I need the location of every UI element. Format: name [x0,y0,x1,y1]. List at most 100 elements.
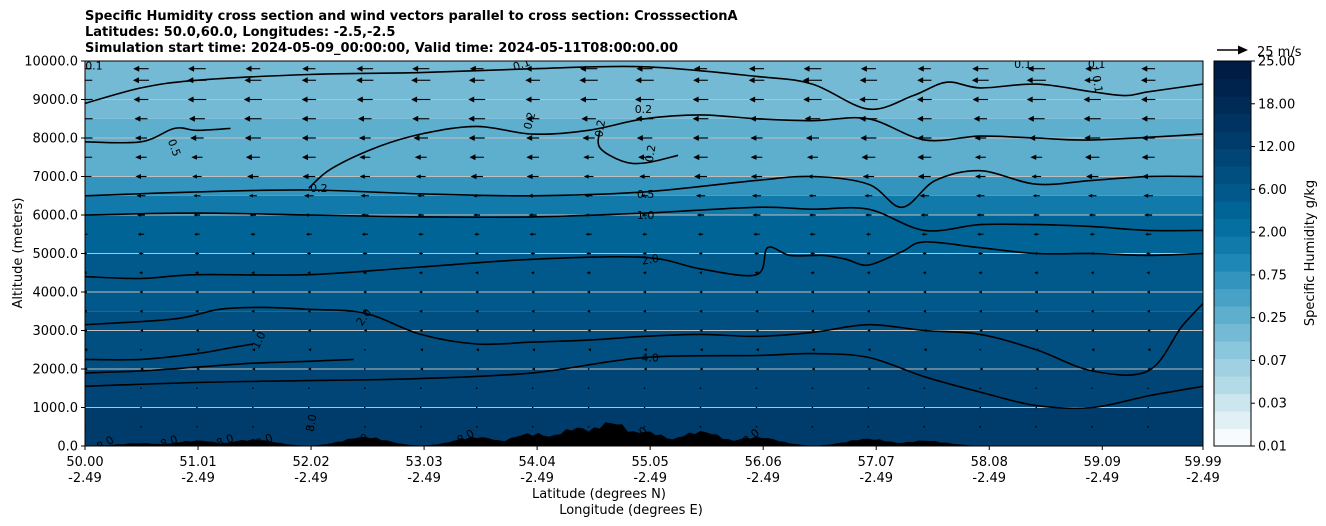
contour-lines [85,65,1203,410]
wind-vector-head [1084,77,1091,84]
wind-vector [531,406,534,409]
wind-vector-head [356,65,363,72]
wind-vector-head [526,173,533,180]
wind-vector [867,426,870,428]
wind-vector-head [1085,65,1092,72]
wind-vector-head [468,77,475,84]
title-line-2: Latitudes: 50.0,60.0, Longitudes: -2.5,-… [85,25,396,40]
wind-vector [755,426,758,428]
x-axis-label-longitude: Longitude (degrees E) [559,503,703,518]
wind-vector-head [692,115,699,122]
wind-vector-head [866,290,870,294]
wind-vector-head [975,174,981,179]
humidity-layer [85,118,1203,177]
wind-vector-head [468,135,475,141]
wind-vector-head [301,135,308,141]
wind-vector-head [976,193,981,198]
wind-vector-head [755,290,759,294]
wind-vector-head [750,174,757,179]
wind-vector-head [525,65,532,72]
wind-vector-head [357,115,364,122]
wind-vector-head [811,348,815,352]
colorbar-tick-label: 12.00 [1258,140,1295,155]
wind-vector-head [752,213,757,217]
wind-vector [1035,426,1037,428]
wind-vector-head [133,96,140,103]
wind-vector-head [363,290,367,294]
x-tick-label-latitude: 58.08 [971,455,1008,470]
humidity-layer [85,195,1203,215]
colorbar-band [1214,218,1251,237]
wind-vector-head [977,232,981,236]
wind-vector-head [195,328,199,333]
contour-line-4 [85,343,254,361]
x-tick-label-latitude: 52.02 [292,455,329,470]
wind-vector-head [584,194,589,198]
wind-vector-head [810,290,814,294]
wind-vector-head [1141,173,1148,180]
wind-vector-head [917,115,924,122]
wind-vector-head [139,271,143,275]
x-tick-label-latitude: 55.05 [632,455,669,470]
wind-vector-head [634,96,641,103]
contour-label: 8.0 [304,413,320,432]
wind-vector [475,426,478,428]
wind-vector-head [587,328,591,333]
wind-vector-head [1090,271,1094,275]
wind-vector-head [474,251,478,256]
y-tick-label: 7000.0 [33,170,79,185]
wind-vector-head [972,96,979,103]
wind-vector-head [470,173,477,180]
wind-vector-head [1140,77,1147,84]
humidity-layer [85,311,1203,369]
wind-vector-head [1141,115,1148,122]
wind-vector-head [78,66,84,72]
wind-vector-head [643,367,647,371]
wind-vector-head [531,309,535,313]
wind-vector-head [1090,251,1094,256]
wind-vector-head [1144,213,1149,217]
x-axis-label-latitude: Latitude (degrees N) [532,487,666,502]
wind-vector-head [807,174,813,179]
wind-vector-head [525,96,532,103]
y-tick-label: 1000.0 [33,401,79,416]
wind-vector-head [636,135,643,141]
contour-label: 0.5 [637,188,655,201]
wind-vector-head [531,367,535,371]
wind-vector-head [412,65,419,72]
wind-vector-head [251,328,255,333]
wind-vector-head [754,251,758,256]
wind-vector [364,349,366,351]
wind-vector-head [136,213,141,217]
wind-vector-head [585,232,589,236]
wind-vector-head [412,115,419,122]
wind-vector-head [810,309,814,313]
wind-vector-head [136,193,141,198]
colorbar-tick-label: 0.07 [1258,354,1287,369]
x-tick-label-latitude: 56.06 [745,455,782,470]
wind-vector-head [363,309,367,313]
wind-vector-head [526,135,533,141]
colorbar-tick-label: 0.03 [1258,397,1287,412]
wind-vector-head [587,290,591,294]
wind-vector-head [77,116,83,122]
wind-vector-head [805,135,812,141]
wind-vector-head [586,271,590,275]
wind-vector-head [139,290,143,294]
wind-vector-head [803,65,810,72]
wind-vector-head [579,77,586,84]
wind-vector-head [643,290,647,294]
wind-vector-head [860,135,867,141]
wind-vector-head [699,309,703,313]
colorbar-tick-label: 18.00 [1258,97,1295,112]
colorbar-band [1214,358,1251,377]
wind-vector-head [862,173,869,180]
wind-vector-head [639,174,645,179]
x-tick-label-latitude: 59.99 [1184,455,1221,470]
contour-line-0-5 [85,169,1203,209]
wind-vector-head [1091,367,1095,371]
wind-vector-head [1035,367,1039,371]
wind-vector-head [307,290,311,294]
wind-vector-head [531,328,535,333]
wind-vector-head [1143,193,1149,198]
